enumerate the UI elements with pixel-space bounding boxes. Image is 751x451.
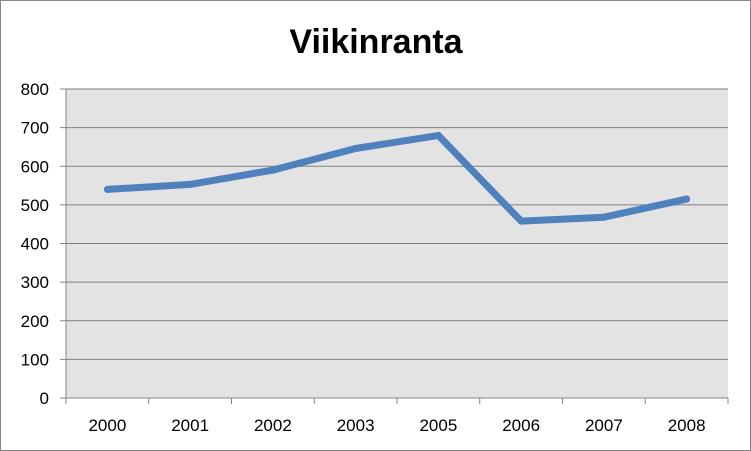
data-point xyxy=(269,166,277,174)
x-tick-label: 2000 xyxy=(88,416,126,435)
data-point xyxy=(352,144,360,152)
y-tick-labels: 0 100 200 300 400 500 600 700 800 xyxy=(21,80,49,408)
data-point xyxy=(517,217,525,225)
chart-title: Viikinranta xyxy=(289,23,463,61)
data-point xyxy=(600,213,608,221)
x-tick-label: 2002 xyxy=(254,416,292,435)
y-tick-label: 600 xyxy=(21,157,49,176)
gridlines xyxy=(66,88,728,360)
x-tick-label: 2008 xyxy=(668,416,706,435)
series-group xyxy=(103,131,691,225)
y-tick-label: 0 xyxy=(40,389,49,408)
y-tick-label: 500 xyxy=(21,196,49,215)
y-tick-label: 100 xyxy=(21,350,49,369)
axes xyxy=(60,88,729,404)
series-line xyxy=(103,131,691,225)
y-tick-label: 200 xyxy=(21,312,49,331)
x-tick-label: 2003 xyxy=(337,416,375,435)
y-tick-label: 400 xyxy=(21,235,49,254)
x-tick-label: 2005 xyxy=(419,416,457,435)
x-tick-label: 2007 xyxy=(585,416,623,435)
x-tick-labels: 2000 2001 2002 2003 2005 2006 2007 2008 xyxy=(88,416,705,435)
y-tick-label: 800 xyxy=(21,80,49,99)
y-tick-label: 300 xyxy=(21,273,49,292)
x-tick-label: 2001 xyxy=(171,416,209,435)
data-point xyxy=(683,195,691,203)
x-tick-label: 2006 xyxy=(502,416,540,435)
data-point xyxy=(434,131,442,139)
y-tick-label: 700 xyxy=(21,119,49,138)
data-point xyxy=(103,185,111,193)
data-point xyxy=(186,180,194,188)
